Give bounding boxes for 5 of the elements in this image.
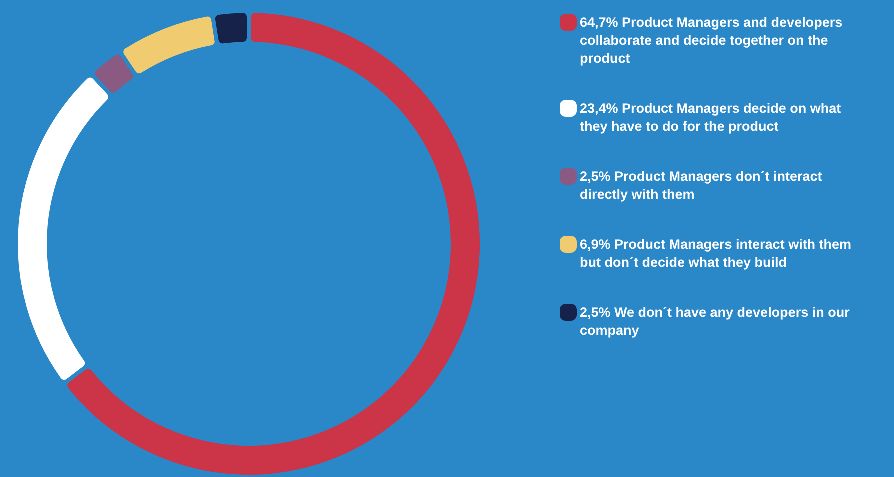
legend-label: 2,5% Product Managers don´t interact directly with them (580, 169, 823, 202)
legend-label: 64,7% Product Managers and developers collaborate and decide together on the product (580, 15, 843, 66)
legend-label: 2,5% We don´t have any developers in our company (580, 305, 851, 338)
legend-label: 23,4% Product Managers decide on what they have to do for the product (580, 101, 842, 134)
legend-label: 6,9% Product Managers interact with them but don´t decide what they build (580, 237, 852, 270)
